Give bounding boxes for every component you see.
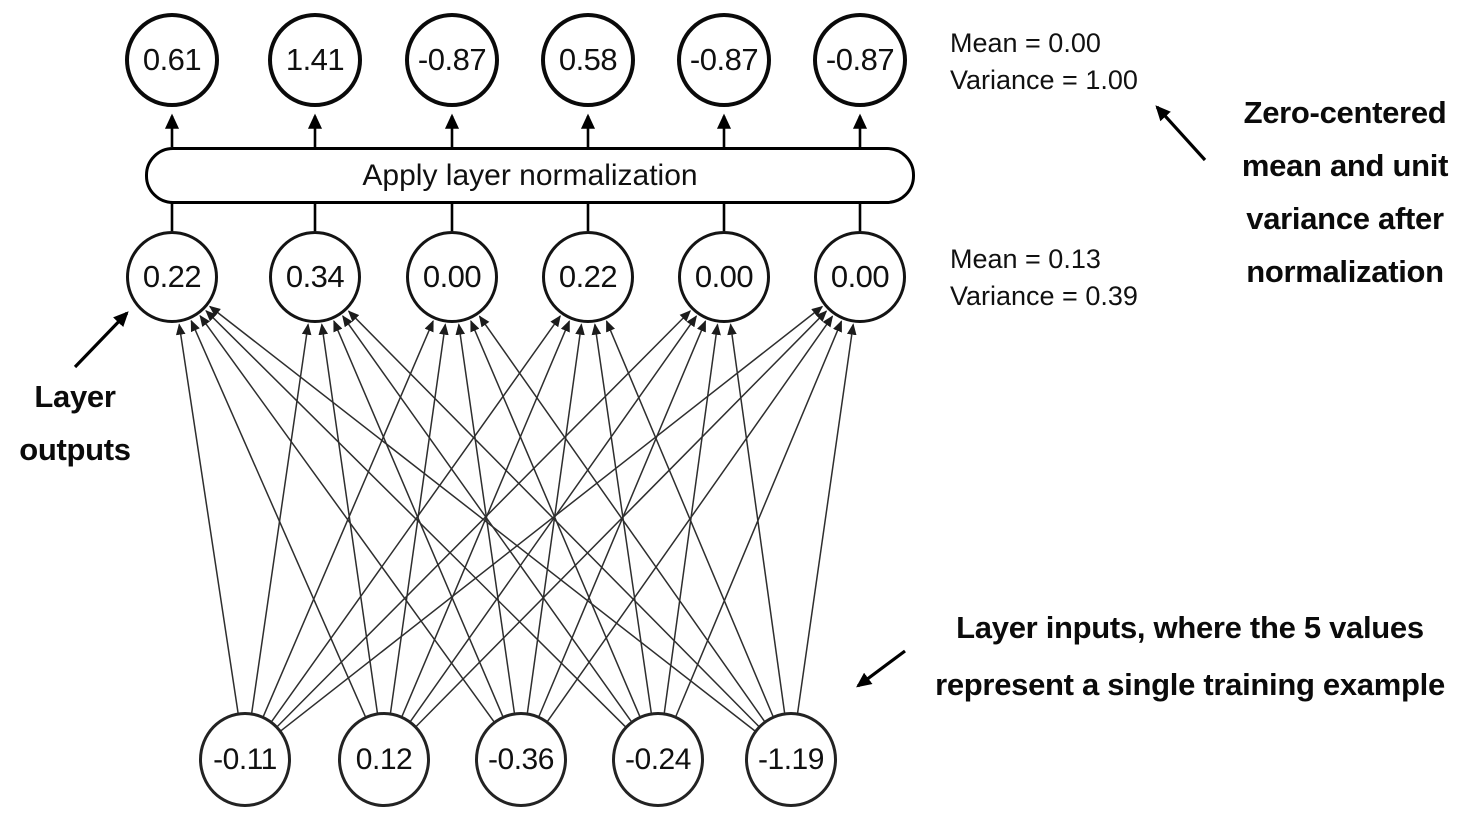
normalized-node-3: -0.87: [405, 13, 499, 107]
output-node-6: 0.00: [814, 231, 906, 323]
normalized-node-6: -0.87: [813, 13, 907, 107]
zero-centered-callout: Zero-centered mean and unit variance aft…: [1241, 95, 1449, 289]
callout-arrows: [73, 105, 1207, 688]
input-node-3: -0.36: [475, 712, 567, 807]
normalization-flow-arrows: [164, 113, 868, 231]
input-node-4: -0.24: [612, 712, 704, 807]
normalized-node-1: 0.61: [125, 13, 219, 107]
output-node-4: 0.22: [542, 231, 634, 323]
normalized-node-4: 0.58: [541, 13, 635, 107]
input-node-1: -0.11: [199, 712, 291, 807]
apply-layer-normalization-box: Apply layer normalization: [145, 147, 915, 204]
layer-outputs-callout: Layer outputs: [19, 379, 131, 467]
input-node-2: 0.12: [338, 712, 430, 807]
output-node-2: 0.34: [269, 231, 361, 323]
output-node-1: 0.22: [126, 231, 218, 323]
input-to-output-connections: [175, 305, 857, 732]
normalized-stats: Mean = 0.00 Variance = 1.00: [950, 28, 1138, 95]
normalized-node-5: -0.87: [677, 13, 771, 107]
normalized-node-2: 1.41: [268, 13, 362, 107]
output-node-5: 0.00: [678, 231, 770, 323]
layer-inputs-callout: Layer inputs, where the 5 values represe…: [935, 610, 1445, 702]
input-node-5: -1.19: [745, 712, 837, 807]
output-stats: Mean = 0.13 Variance = 0.39: [950, 244, 1138, 311]
output-node-3: 0.00: [406, 231, 498, 323]
